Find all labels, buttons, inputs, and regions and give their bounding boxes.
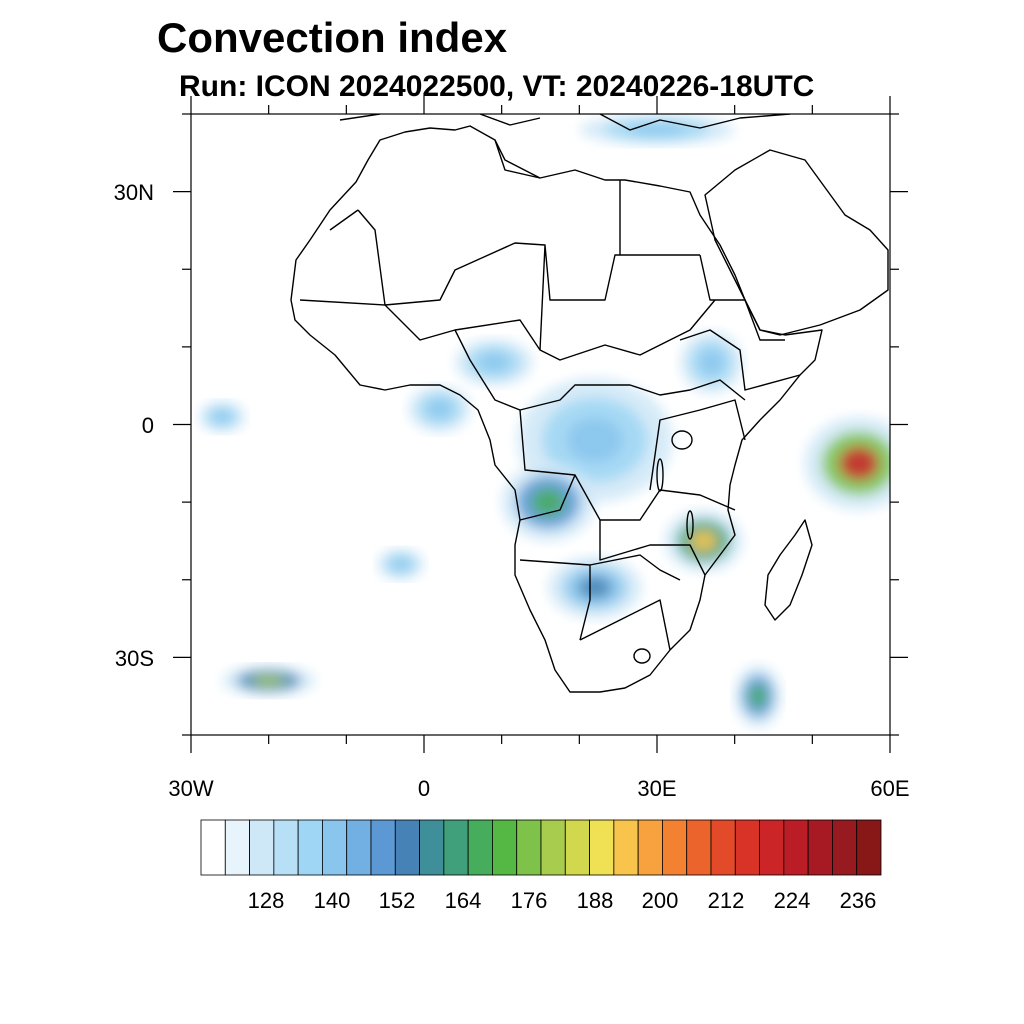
lake-malawi xyxy=(686,510,694,540)
lesotho xyxy=(633,648,651,664)
convection-cell-atlantic-eddy xyxy=(377,548,425,580)
colorbar-swatch xyxy=(297,819,323,876)
colorbar-label: 236 xyxy=(839,888,877,913)
colorbar-label: 212 xyxy=(707,888,745,913)
colorbar-swatch xyxy=(734,819,760,876)
europe-coastline xyxy=(339,114,791,131)
lon-label-30w: 30W xyxy=(168,776,214,801)
colorbar-swatch xyxy=(370,819,396,876)
convection-cell-angola xyxy=(501,463,595,541)
lon-label-60e: 60E xyxy=(870,776,910,801)
colorbar-label: 224 xyxy=(773,888,811,913)
colorbar-label: 128 xyxy=(247,888,285,913)
colorbar-label: 176 xyxy=(510,888,548,913)
colorbar xyxy=(200,819,882,876)
convection-cell-mozambique-malawi xyxy=(664,509,743,572)
chart-subtitle: Run: ICON 2024022500, VT: 20240226-18UTC xyxy=(179,70,815,103)
lon-label-30e: 30E xyxy=(637,776,677,801)
colorbar-label: 152 xyxy=(378,888,416,913)
axis-ticks xyxy=(173,96,908,753)
convection-cell-southeast-band xyxy=(734,665,782,728)
convection-cell-southwest-atlantic-band xyxy=(222,665,316,697)
africa-coastline xyxy=(290,125,823,693)
colorbar-swatch xyxy=(832,819,858,876)
colorbar-swatch xyxy=(564,819,590,876)
lat-label-30n: 30N xyxy=(113,180,154,205)
convection-field xyxy=(198,114,890,728)
colorbar-label: 164 xyxy=(444,888,482,913)
colorbar-swatch xyxy=(856,819,882,876)
colorbar-swatch xyxy=(540,819,566,876)
colorbar-label: 200 xyxy=(641,888,679,913)
colorbar-swatch xyxy=(516,819,542,876)
convection-cell-botswana-namibia xyxy=(548,556,642,619)
convection-cell-mediterranean-north xyxy=(579,114,735,146)
coastline-borders xyxy=(290,114,889,693)
colorbar-swatch xyxy=(710,819,736,876)
convection-cell-nigeria-cameroon xyxy=(455,339,533,386)
colorbar-swatch xyxy=(467,819,493,876)
colorbar-swatch xyxy=(249,819,275,876)
colorbar-swatch xyxy=(807,819,833,876)
colorbar-swatch xyxy=(394,819,420,876)
lat-label-30s: 30S xyxy=(114,646,154,671)
convection-cell-gulf-of-guinea xyxy=(408,385,471,433)
lake-tanganyika xyxy=(656,458,664,492)
colorbar-swatch xyxy=(686,819,712,876)
country-borders xyxy=(299,139,801,651)
lat-label-0: 0 xyxy=(141,413,154,438)
colorbar-swatch xyxy=(492,819,518,876)
convection-cell-ethiopia xyxy=(680,331,743,394)
arabia-coastline xyxy=(704,149,889,336)
colorbar-label: 188 xyxy=(576,888,614,913)
convection-cell-equatorial-atlantic xyxy=(198,401,246,433)
colorbar-swatch xyxy=(443,819,469,876)
colorbar-swatch xyxy=(224,819,250,876)
lon-label-0: 0 xyxy=(417,776,431,801)
colorbar-swatch xyxy=(273,819,299,876)
colorbar-swatch xyxy=(783,819,809,876)
colorbar-swatch xyxy=(200,819,226,876)
colorbar-swatch xyxy=(322,819,348,876)
colorbar-swatch xyxy=(346,819,372,876)
colorbar-label: 140 xyxy=(313,888,351,913)
colorbar-swatch xyxy=(589,819,615,876)
convection-cell-eastern-indian-ocean xyxy=(804,416,890,510)
colorbar-swatch xyxy=(637,819,663,876)
madagascar-coastline xyxy=(764,519,813,621)
colorbar-swatch xyxy=(613,819,639,876)
chart-title: Convection index xyxy=(157,14,508,61)
colorbar-swatch xyxy=(419,819,445,876)
lake-victoria xyxy=(671,430,693,450)
colorbar-swatch xyxy=(662,819,688,876)
colorbar-swatch xyxy=(759,819,785,876)
